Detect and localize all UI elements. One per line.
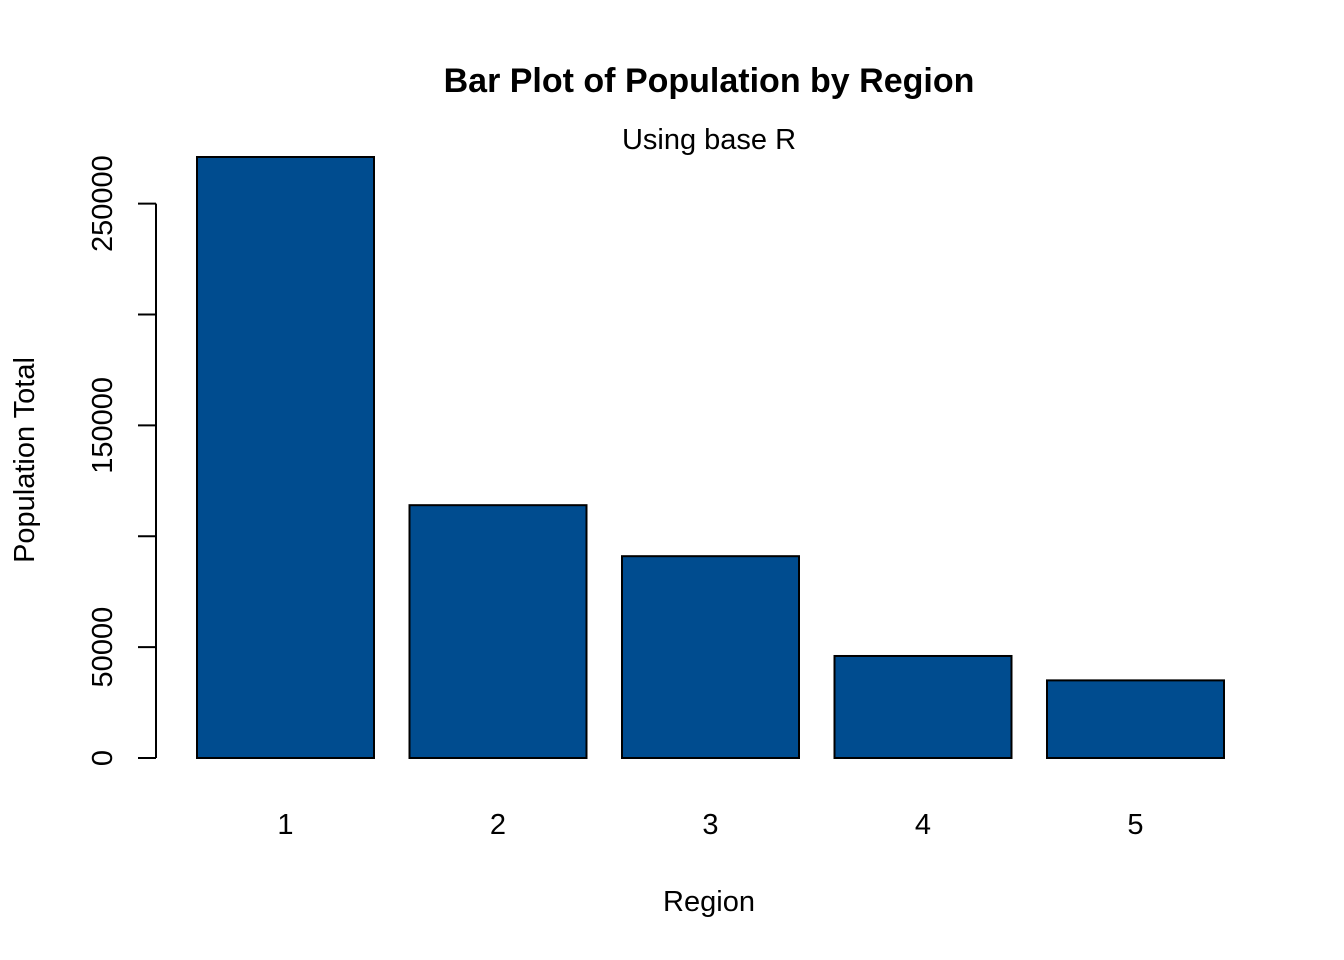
x-axis-label: Region	[663, 886, 755, 918]
bar-region-5	[1046, 679, 1225, 759]
y-tick-label: 50000	[87, 607, 119, 688]
y-axis: 0 50000 150000 250000	[87, 155, 157, 766]
chart-subtitle: Using base R	[622, 124, 796, 156]
bar-region-1	[196, 156, 375, 759]
y-tick-label: 0	[87, 750, 119, 766]
x-tick-labels: 1 2 3 4 5	[277, 809, 1143, 841]
bar-region-4	[833, 654, 1013, 759]
x-tick-label: 1	[277, 809, 293, 841]
bars-group	[196, 156, 1225, 759]
x-tick-label: 4	[915, 809, 931, 841]
x-tick-label: 2	[490, 809, 506, 841]
y-tick-label: 150000	[87, 377, 119, 474]
chart-title: Bar Plot of Population by Region	[444, 62, 975, 100]
x-tick-label: 5	[1127, 809, 1143, 841]
bar-region-3	[621, 555, 800, 759]
x-tick-label: 3	[702, 809, 718, 841]
y-axis-label: Population Total	[9, 357, 41, 563]
y-tick-label: 250000	[87, 155, 119, 252]
bar-region-2	[408, 504, 588, 759]
